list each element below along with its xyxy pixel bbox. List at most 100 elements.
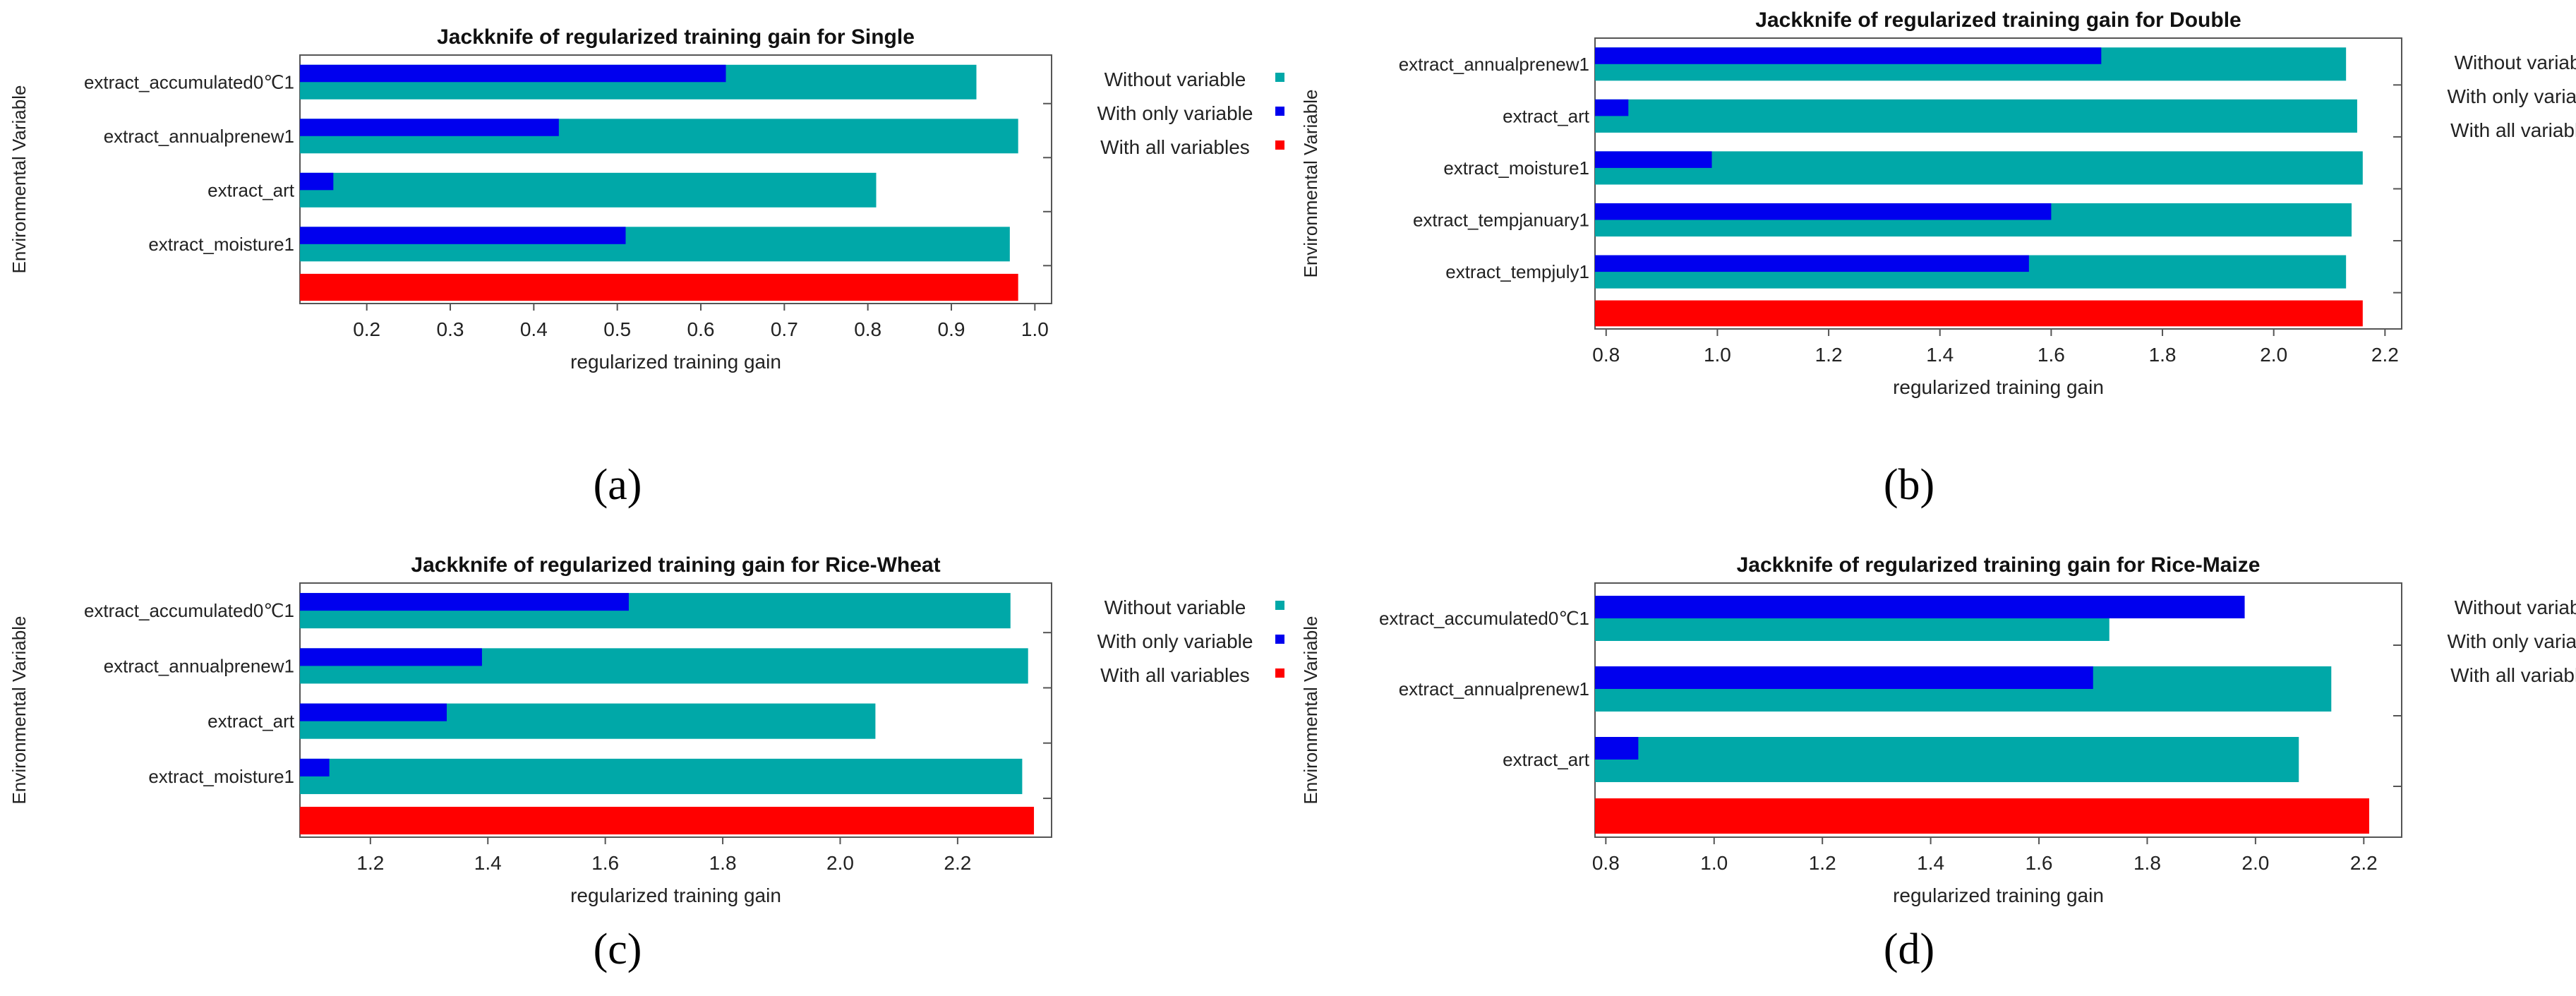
bar-all-variables [1595, 300, 2363, 327]
bar-without-variable [1595, 737, 2299, 782]
y-axis-label: Environmental Variable [1300, 616, 1321, 805]
chart-panel-3: Jackknife of regularized training gain f… [8, 553, 1284, 906]
category-label: extract_accumulated0℃1 [1379, 608, 1589, 629]
x-tick-label: 1.4 [1917, 852, 1944, 874]
x-tick-label: 1.6 [2038, 344, 2065, 366]
bar-with-only-variable [1595, 203, 2052, 220]
x-tick-label: 0.9 [938, 318, 965, 340]
x-tick-label: 1.4 [474, 852, 502, 874]
bar-with-only-variable [300, 172, 334, 191]
category-label: extract_annualprenew1 [104, 655, 294, 676]
category-label: extract_annualprenew1 [104, 126, 294, 147]
x-tick-label: 0.8 [1592, 852, 1620, 874]
category-label: extract_moisture1 [1443, 157, 1589, 179]
chart-panel-4: Jackknife of regularized training gain f… [1300, 553, 2576, 906]
chart-panel-1: Jackknife of regularized training gain f… [8, 25, 1284, 373]
legend-label: With all variables [1100, 664, 1250, 686]
legend-label: With only variable [1097, 102, 1253, 124]
y-axis-label: Environmental Variable [1300, 90, 1321, 278]
category-label: extract_tempjuly1 [1445, 261, 1589, 282]
category-label: extract_accumulated0℃1 [84, 71, 294, 92]
bar-with-only-variable [1595, 596, 2245, 618]
legend-label: Without variable [2455, 596, 2576, 618]
legend-swatch [1275, 668, 1284, 678]
x-tick-label: 2.0 [826, 852, 854, 874]
legend-swatch [1275, 107, 1284, 116]
x-tick-label: 2.0 [2260, 344, 2287, 366]
legend-swatch [1275, 73, 1284, 82]
x-tick-label: 1.4 [1926, 344, 1954, 366]
x-tick-label: 1.2 [1809, 852, 1836, 874]
legend-swatch [1275, 635, 1284, 644]
category-label: extract_art [1503, 749, 1590, 770]
x-tick-label: 1.2 [1815, 344, 1843, 366]
panel-label-c: (c) [593, 925, 642, 973]
legend-label: With only variable [2448, 85, 2576, 107]
x-tick-label: 0.6 [687, 318, 715, 340]
bar-without-variable [300, 172, 877, 208]
bar-with-only-variable [1595, 666, 2093, 689]
legend-label: Without variable [2455, 52, 2576, 73]
legend-swatch [1275, 140, 1284, 150]
x-tick-label: 0.4 [520, 318, 548, 340]
category-label: extract_art [207, 711, 295, 732]
bar-with-only-variable [1595, 737, 1639, 760]
x-axis-label: regularized training gain [570, 351, 781, 373]
category-label: extract_annualprenew1 [1399, 678, 1589, 700]
legend-label: With all variables [2450, 119, 2576, 141]
category-label: extract_annualprenew1 [1399, 54, 1589, 75]
x-tick-label: 1.0 [1704, 344, 1731, 366]
legend-label: With only variable [1097, 630, 1253, 652]
bar-with-only-variable [1595, 47, 2102, 64]
category-label: extract_accumulated0℃1 [84, 600, 294, 621]
x-tick-label: 2.2 [2371, 344, 2399, 366]
bar-without-variable [1595, 99, 2357, 133]
chart-title: Jackknife of regularized training gain f… [1755, 8, 2241, 32]
chart-panel-2: Jackknife of regularized training gain f… [1300, 8, 2576, 398]
y-axis-label: Environmental Variable [8, 616, 30, 805]
x-tick-label: 1.0 [1700, 852, 1728, 874]
chart-title: Jackknife of regularized training gain f… [1737, 553, 2261, 577]
category-label: extract_moisture1 [148, 234, 294, 255]
legend-label: With all variables [2450, 664, 2576, 686]
x-tick-label: 1.8 [709, 852, 737, 874]
bar-with-only-variable [300, 227, 626, 244]
bar-with-only-variable [1595, 99, 1629, 116]
bar-with-only-variable [300, 119, 559, 136]
legend-label: Without variable [1105, 68, 1246, 90]
x-tick-label: 0.5 [603, 318, 631, 340]
legend-label: With all variables [1100, 136, 1250, 158]
x-axis-label: regularized training gain [570, 884, 781, 906]
bar-without-variable [300, 758, 1023, 794]
bar-without-variable [1595, 151, 2363, 185]
bar-with-only-variable [1595, 255, 2029, 272]
bar-with-only-variable [300, 703, 447, 721]
legend-label: Without variable [1105, 596, 1246, 618]
category-label: extract_tempjanuary1 [1413, 210, 1589, 231]
x-tick-label: 0.2 [353, 318, 380, 340]
x-tick-label: 1.8 [2149, 344, 2177, 366]
y-axis-label: Environmental Variable [8, 85, 30, 274]
x-tick-label: 2.2 [2350, 852, 2378, 874]
x-tick-label: 1.6 [591, 852, 619, 874]
x-tick-label: 1.6 [2026, 852, 2053, 874]
chart-title: Jackknife of regularized training gain f… [437, 25, 915, 49]
x-tick-label: 0.3 [437, 318, 464, 340]
x-tick-label: 1.2 [356, 852, 384, 874]
bar-all-variables [1595, 798, 2369, 834]
category-label: extract_moisture1 [148, 766, 294, 787]
chart-title: Jackknife of regularized training gain f… [411, 553, 940, 577]
bar-all-variables [300, 806, 1035, 835]
x-tick-label: 0.8 [1592, 344, 1620, 366]
bar-with-only-variable [300, 64, 726, 83]
x-tick-label: 0.8 [854, 318, 881, 340]
bar-all-variables [300, 273, 1018, 301]
panel-label-b: (b) [1883, 461, 1935, 509]
x-axis-label: regularized training gain [1893, 376, 2104, 398]
bar-with-only-variable [1595, 151, 1712, 168]
x-tick-label: 1.0 [1021, 318, 1049, 340]
x-axis-label: regularized training gain [1893, 884, 2104, 906]
panel-label-a: (a) [593, 461, 642, 509]
category-label: extract_art [207, 179, 295, 200]
